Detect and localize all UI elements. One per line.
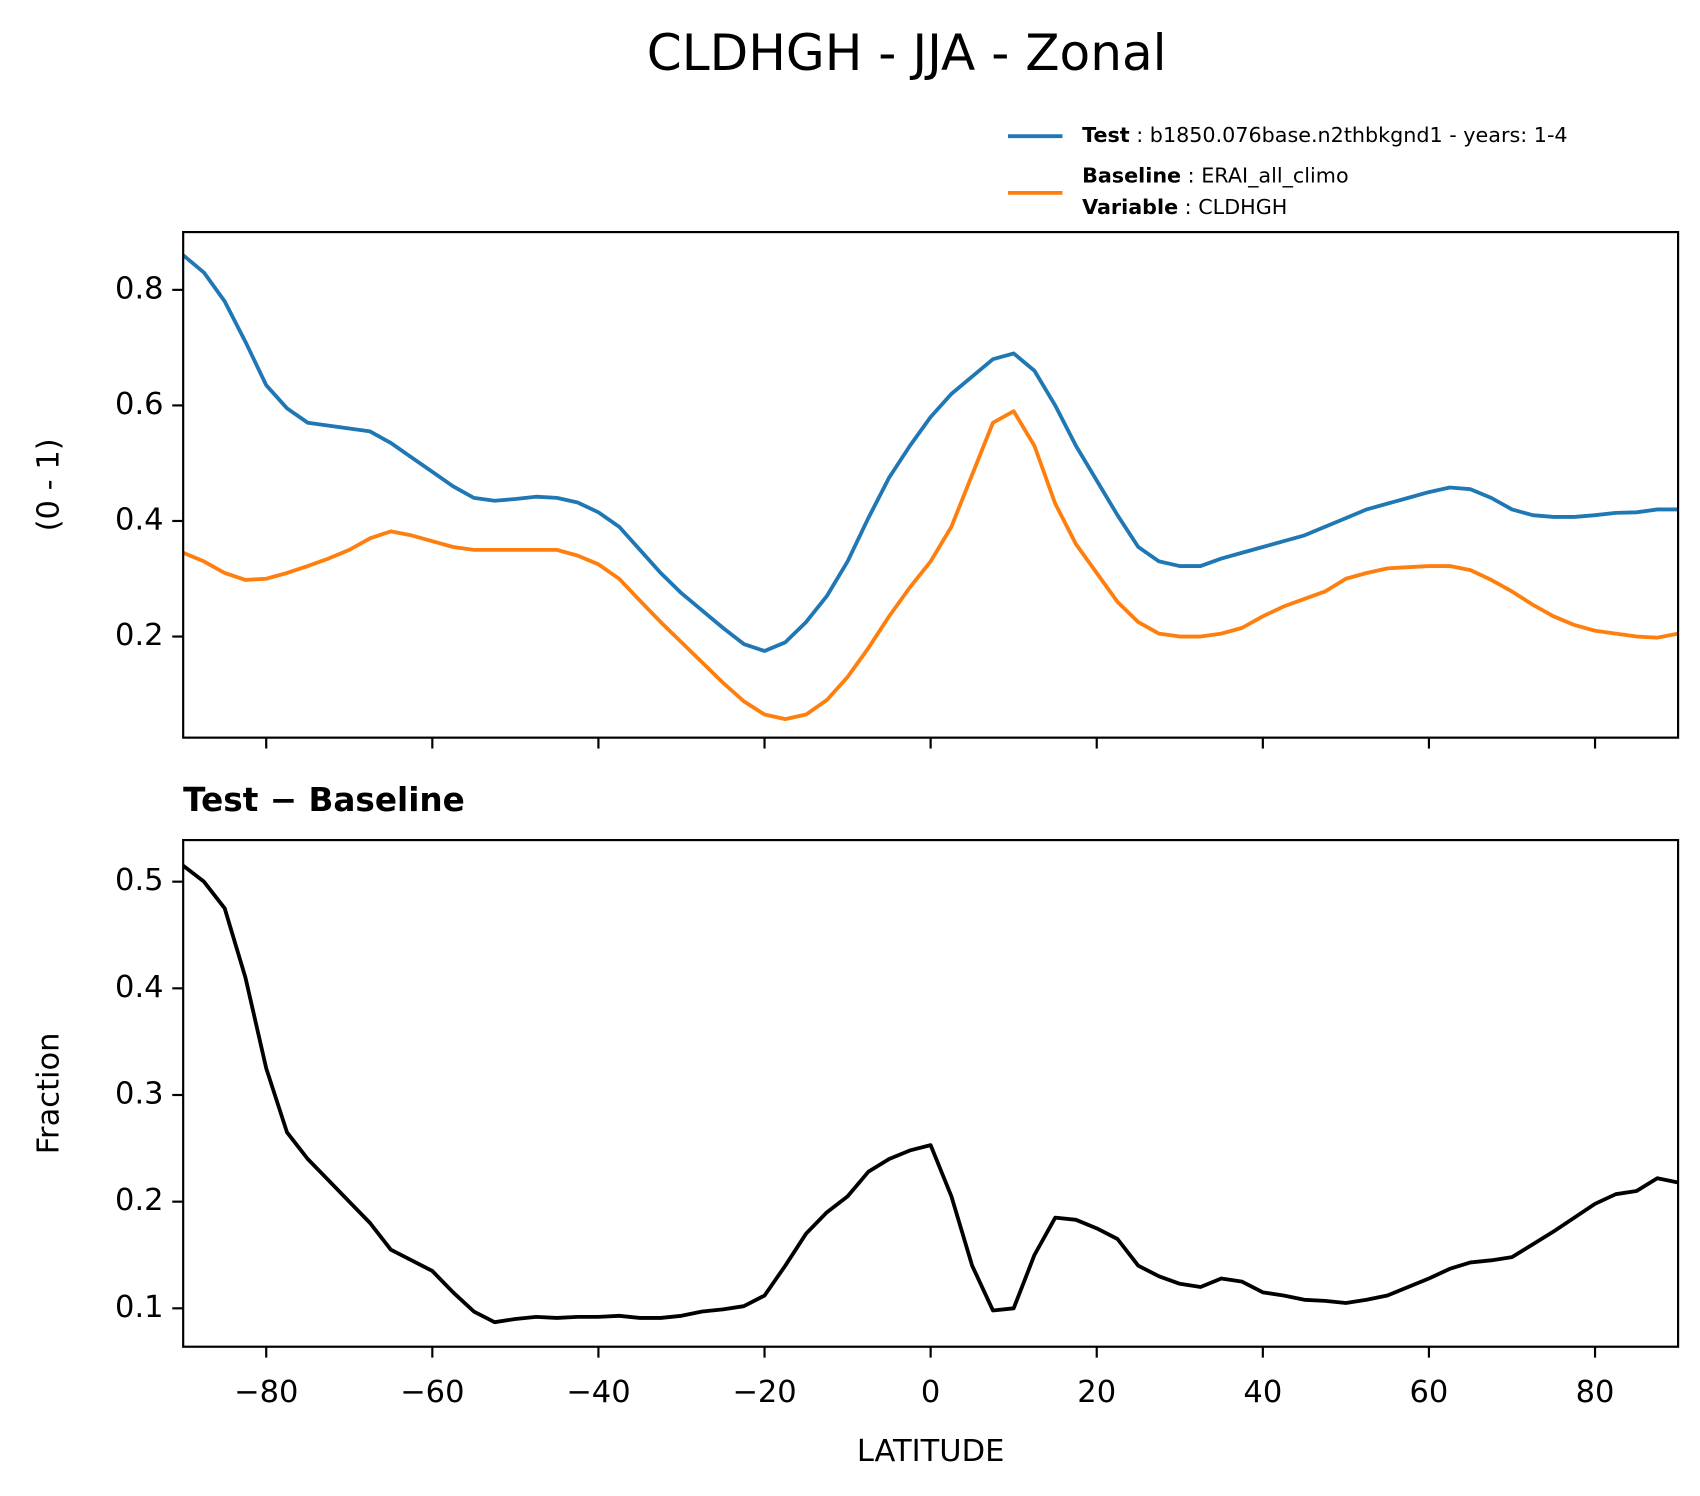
x-tick-label: 60 xyxy=(1410,1375,1449,1410)
x-tick-label: 0 xyxy=(921,1375,940,1410)
y-axis-label: (0 - 1) xyxy=(32,438,67,531)
y-tick-label: 0.1 xyxy=(115,1290,164,1325)
x-tick-label: 80 xyxy=(1576,1375,1615,1410)
axes-frame xyxy=(182,838,1680,1348)
y-tick-label: 0.5 xyxy=(115,863,164,898)
data-line xyxy=(182,864,1679,1325)
data-line xyxy=(181,253,1679,653)
y-tick-label: 0.3 xyxy=(115,1076,164,1111)
x-axis-label: LATITUDE xyxy=(857,1434,1005,1469)
legend-description: b1850.076base.n2thbkgnd1 - years: 1-4 xyxy=(1150,123,1568,147)
legend-name: Baseline xyxy=(1082,164,1181,188)
y-axis-label: Fraction xyxy=(32,1033,67,1155)
legend-separator: : xyxy=(1178,195,1198,219)
legend-description: ERAI_all_climo xyxy=(1201,164,1348,189)
x-tick-label: −20 xyxy=(732,1375,796,1410)
legend-entry: Test : b1850.076base.n2thbkgnd1 - years:… xyxy=(1082,123,1568,147)
x-tick-label: −40 xyxy=(566,1375,630,1410)
y-tick-label: 0.2 xyxy=(115,1183,164,1218)
y-tick-label: 0.8 xyxy=(115,271,164,306)
legend-separator: : xyxy=(1181,164,1201,188)
y-tick-label: 0.2 xyxy=(115,618,164,653)
legend-entry: Baseline : ERAI_all_climo xyxy=(1082,164,1349,189)
y-tick-label: 0.4 xyxy=(115,502,164,537)
legend-name: Variable xyxy=(1082,195,1178,219)
y-tick-label: 0.4 xyxy=(115,970,164,1005)
legend-separator: : xyxy=(1130,123,1150,147)
x-tick-label: −60 xyxy=(400,1375,464,1410)
data-line xyxy=(182,409,1679,722)
axes-title: Test − Baseline xyxy=(183,781,465,819)
legend-description: CLDHGH xyxy=(1198,195,1287,219)
x-tick-label: 20 xyxy=(1077,1375,1116,1410)
legend-name: Test xyxy=(1082,123,1130,147)
axes-frame xyxy=(182,230,1680,739)
x-tick-label: −80 xyxy=(234,1375,298,1410)
legend-variable: Variable : CLDHGH xyxy=(1082,195,1287,219)
x-tick-label: 40 xyxy=(1243,1375,1282,1410)
y-tick-label: 0.6 xyxy=(115,387,164,422)
figure-title: CLDHGH - JJA - Zonal xyxy=(647,23,1167,82)
